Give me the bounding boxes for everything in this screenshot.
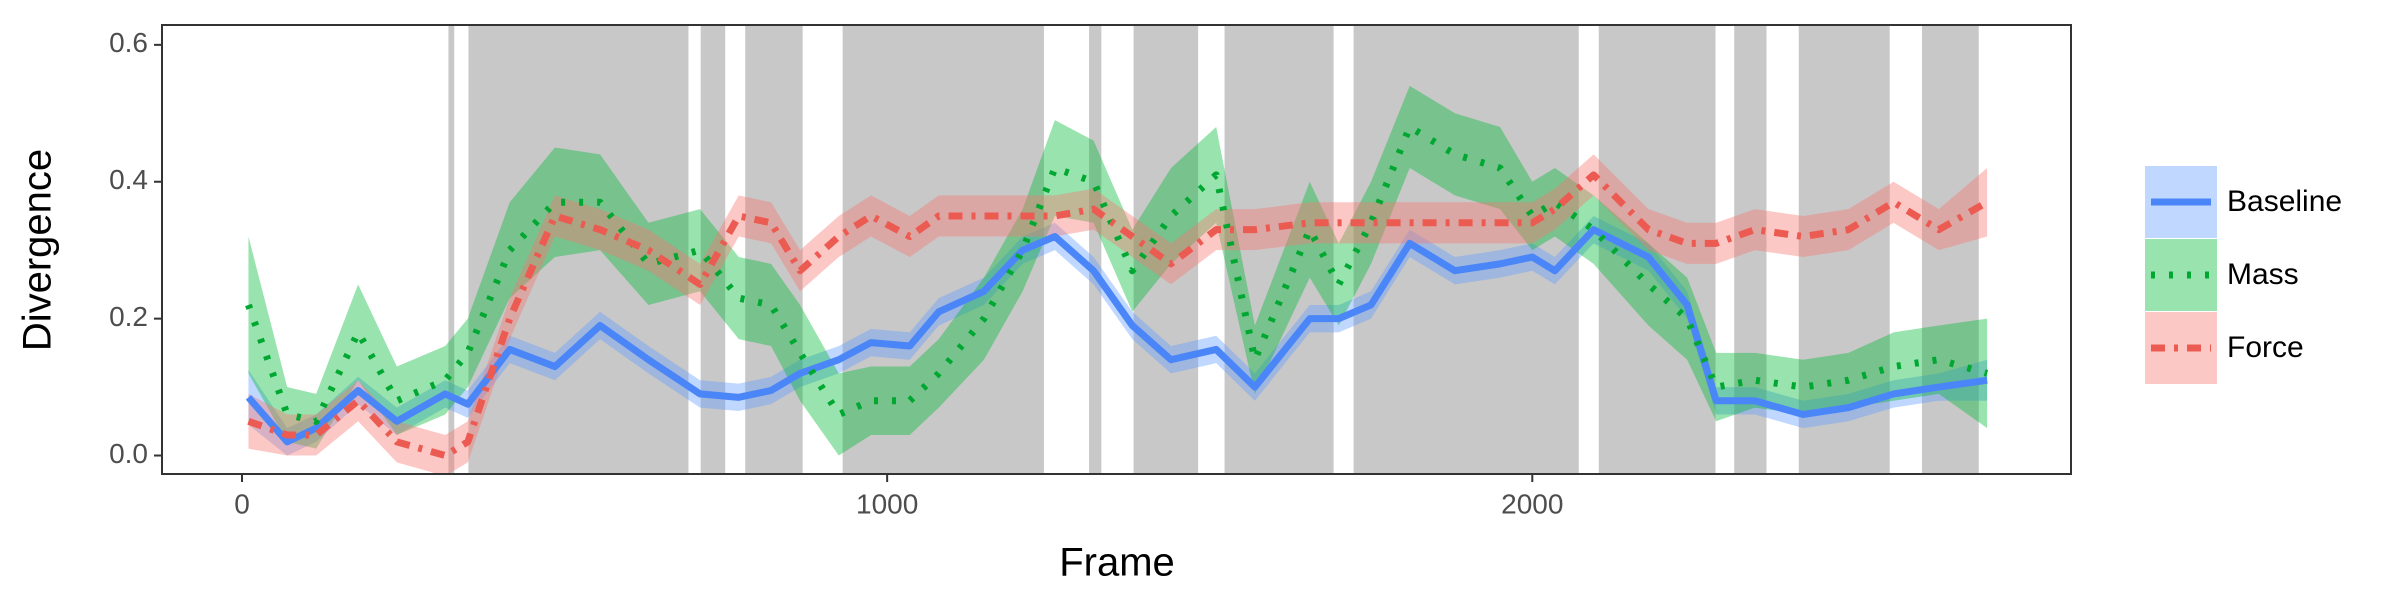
shaded-region xyxy=(448,25,455,474)
shaded-region xyxy=(1224,25,1334,474)
x-tick-label: 1000 xyxy=(856,488,918,519)
legend: Baseline Mass Force xyxy=(2145,166,2342,384)
legend-label: Force xyxy=(2227,331,2304,364)
legend-label: Baseline xyxy=(2227,185,2342,218)
x-tick-label: 0 xyxy=(234,488,250,519)
x-tick-label: 2000 xyxy=(1501,488,1563,519)
shaded-region xyxy=(1089,25,1102,474)
shaded-region xyxy=(1353,25,1579,474)
shaded-region xyxy=(745,25,803,474)
y-tick-label: 0.0 xyxy=(109,438,148,469)
ribbon xyxy=(248,85,1988,456)
ribbon xyxy=(248,215,1988,456)
y-tick-label: 0.6 xyxy=(109,27,148,58)
x-axis-title: Frame xyxy=(1059,541,1175,585)
shaded-region xyxy=(1921,25,1979,474)
y-axis-title: Divergence xyxy=(16,149,60,351)
panel-border xyxy=(161,24,2072,475)
series-line xyxy=(247,171,1989,460)
axes: 0.0 0.2 0.4 0.6 0 1000 2000 xyxy=(109,27,1563,519)
y-tick-label: 0.4 xyxy=(109,164,148,195)
series-line xyxy=(245,123,1989,425)
plot-area xyxy=(245,25,1989,474)
ribbon xyxy=(248,154,1988,474)
y-tick-label: 0.2 xyxy=(109,301,148,332)
series-line xyxy=(245,226,1988,446)
legend-label: Mass xyxy=(2227,258,2299,291)
